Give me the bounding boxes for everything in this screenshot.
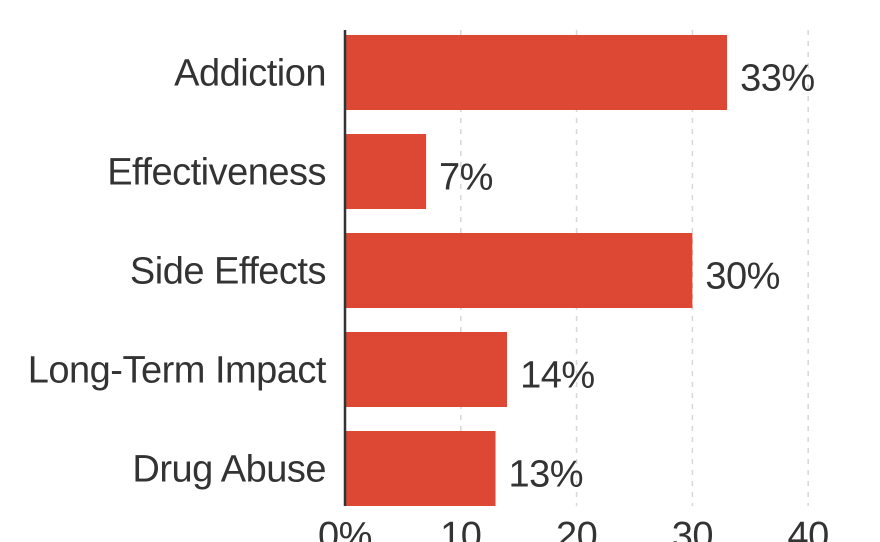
- x-tick-label-40: 40: [788, 515, 829, 542]
- category-label-addiction: Addiction: [174, 53, 326, 95]
- bar-effectiveness: [345, 134, 427, 209]
- value-label-side-effects: 30%: [705, 256, 780, 298]
- x-tick-label-0: 0%: [318, 515, 372, 542]
- category-label-drug-abuse: Drug Abuse: [132, 449, 326, 491]
- bars: [345, 35, 728, 506]
- value-label-effectiveness: 7%: [439, 157, 493, 199]
- x-axis-tick-labels: 0% 10 20 30 40: [318, 515, 829, 542]
- x-tick-label-10: 10: [440, 515, 481, 542]
- value-label-long-term-impact: 14%: [520, 355, 595, 397]
- bar-side-effects: [345, 233, 693, 308]
- bar-drug-abuse: [345, 431, 496, 506]
- value-label-drug-abuse: 13%: [509, 454, 584, 496]
- category-label-side-effects: Side Effects: [130, 251, 326, 293]
- value-label-addiction: 33%: [740, 58, 815, 100]
- value-labels: 33% 7% 30% 14% 13%: [439, 58, 815, 496]
- category-label-effectiveness: Effectiveness: [107, 152, 326, 194]
- x-tick-label-30: 30: [672, 515, 713, 542]
- x-tick-label-20: 20: [556, 515, 597, 542]
- category-label-long-term-impact: Long-Term Impact: [28, 350, 327, 392]
- category-labels: Addiction Effectiveness Side Effects Long-T…: [28, 53, 328, 491]
- bar-long-term-impact: [345, 332, 508, 407]
- bar-addiction: [345, 35, 728, 110]
